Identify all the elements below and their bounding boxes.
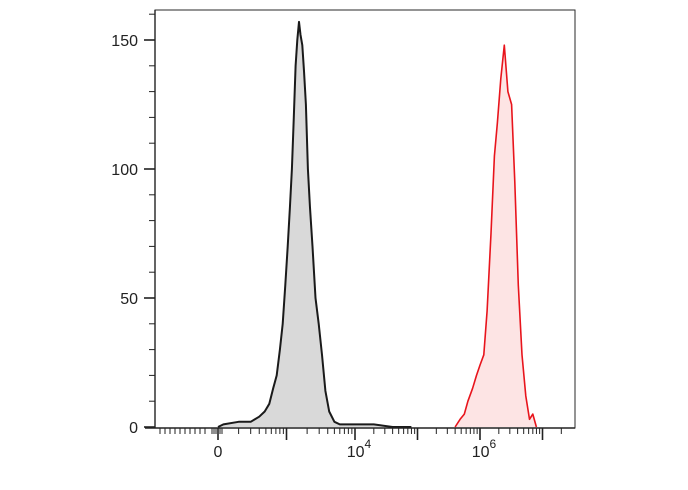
y-tick-label: 150 [111,33,138,50]
x-tick-label: 0 [214,444,223,461]
y-tick-label: 100 [111,162,138,179]
x-axis: 0 104 106 [145,427,575,461]
x-tick-label: 104 [347,437,372,461]
series-2-area [455,45,537,427]
series-1-line [217,20,412,428]
x-tick-label: 106 [472,437,497,461]
series-layer [217,20,538,428]
series-1-area [218,21,412,428]
y-axis: 0 50 100 150 [111,10,156,437]
y-tick-label: 0 [129,420,138,437]
series-2-line [454,44,538,428]
y-tick-label: 50 [120,291,138,308]
